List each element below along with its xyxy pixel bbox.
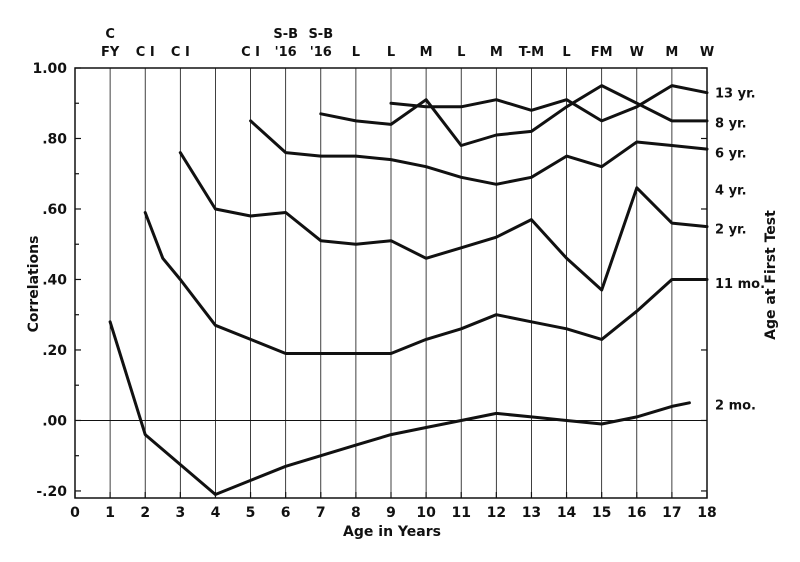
test-label: C I: [136, 45, 155, 60]
y-tick-label: 1.00: [32, 61, 67, 77]
y-tick-label: .40: [42, 272, 67, 288]
series-label: 8 yr.: [715, 117, 747, 132]
ticks-layer: -.20.00.20.40.60.801.000 1 2 3 4 5 6 7 8 9 10 11 12 1…: [32, 61, 716, 521]
test-label: S-B: [273, 27, 298, 42]
series-layer: [108, 84, 709, 496]
y-tick-label: .00: [42, 413, 67, 429]
test-label: S-B: [308, 27, 333, 42]
y-tick-label: .20: [42, 343, 67, 359]
x-tick-label: 15: [592, 505, 611, 521]
test-label: '16: [275, 45, 297, 60]
x-tick-label: 13: [522, 505, 541, 521]
test-label: M: [420, 45, 433, 60]
test-label: M: [665, 45, 678, 60]
x-tick-label: 5: [246, 505, 256, 521]
x-tick-label: 0: [70, 505, 80, 521]
series-label: 4 yr.: [715, 184, 747, 199]
x-tick-label: 18: [697, 505, 716, 521]
y-axis-title: Correlations: [26, 236, 42, 333]
x-tick-label: 8: [351, 505, 361, 521]
x-tick-label: 2: [140, 505, 150, 521]
series-label: 2 yr.: [715, 222, 747, 237]
test-label: C I: [171, 45, 190, 60]
x-tick-label: 9: [386, 505, 396, 521]
test-label: M: [490, 45, 503, 60]
series-line: [108, 320, 691, 496]
test-label: '16: [310, 45, 332, 60]
test-label: W: [700, 45, 714, 60]
y-tick-label: .60: [42, 202, 67, 218]
series-label: 2 mo.: [715, 399, 756, 414]
test-label: L: [387, 45, 395, 60]
series-label: 6 yr.: [715, 147, 747, 162]
x-axis-title: Age in Years: [343, 524, 441, 540]
series-label: 11 mo.: [715, 277, 765, 292]
grid-layer: [75, 68, 707, 498]
x-tick-label: 17: [662, 505, 681, 521]
test-label: FM: [591, 45, 613, 60]
x-tick-label: 14: [557, 505, 577, 521]
labels-layer: C FY C I C I C I S-B '16 S-B '16 L L M L M T-M L FM W M W 13…: [101, 27, 765, 414]
x-tick-label: 6: [281, 505, 291, 521]
right-axis-title: Age at First Test: [763, 210, 779, 340]
series-line: [389, 84, 709, 123]
test-label: W: [630, 45, 644, 60]
series-line: [143, 211, 709, 355]
test-label: C: [105, 27, 115, 42]
test-label: L: [352, 45, 360, 60]
x-tick-label: 12: [487, 505, 506, 521]
test-label: C I: [241, 45, 260, 60]
test-label: L: [457, 45, 465, 60]
x-tick-label: 3: [175, 505, 185, 521]
x-tick-label: 16: [627, 505, 646, 521]
x-tick-label: 4: [211, 505, 221, 521]
test-label: T-M: [519, 45, 544, 60]
series-line: [249, 119, 709, 186]
test-label: L: [562, 45, 570, 60]
x-tick-label: 11: [451, 505, 470, 521]
x-tick-label: 10: [416, 505, 436, 521]
y-tick-label: .80: [42, 131, 67, 147]
y-tick-label: -.20: [36, 484, 67, 500]
series-line: [319, 84, 709, 147]
series-label: 13 yr.: [715, 87, 756, 102]
series-line: [178, 151, 709, 292]
x-tick-label: 7: [316, 505, 326, 521]
x-tick-label: 1: [105, 505, 115, 521]
test-label: FY: [101, 45, 120, 60]
